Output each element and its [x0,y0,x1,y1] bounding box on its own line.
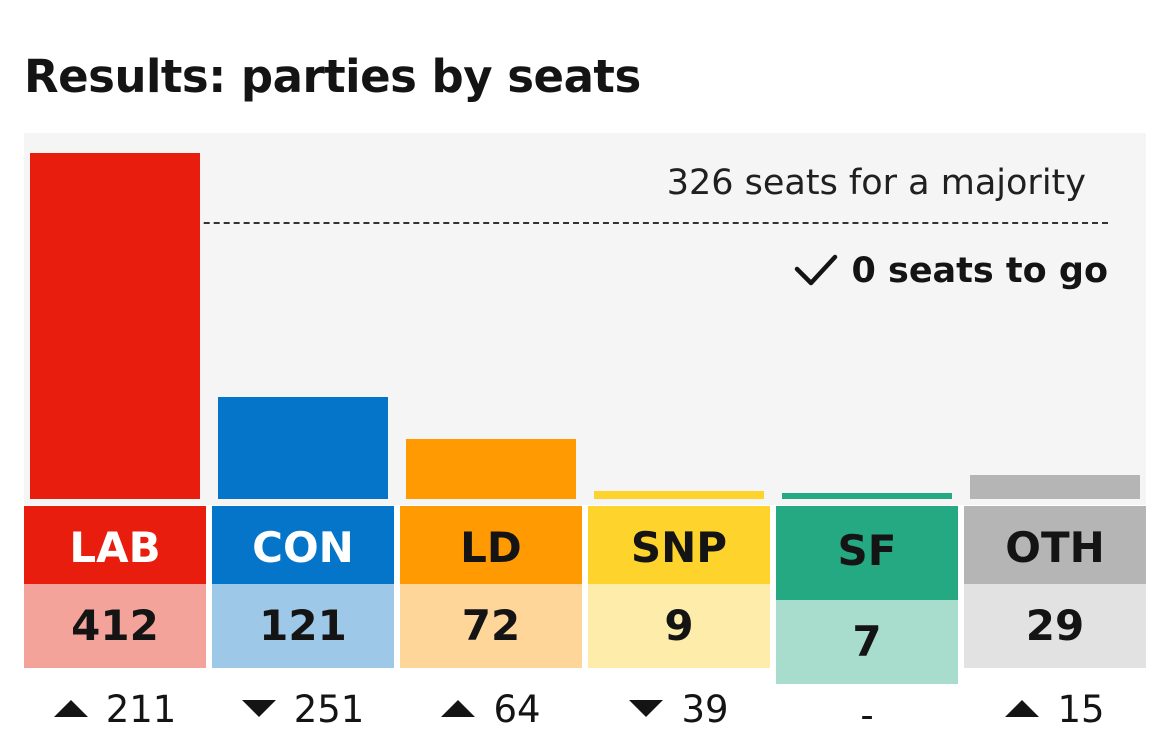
party-label-snp: SNP [588,506,770,584]
bar-snp [594,491,764,499]
bar-lab [30,153,200,499]
check-icon [795,254,838,286]
arrow-up-icon [441,700,476,717]
party-block-oth: OTH 29 [964,506,1146,668]
party-block-ld: LD 72 [400,506,582,668]
seat-change-oth: 15 [964,688,1146,731]
seat-change-value: 39 [681,688,729,731]
bar-oth [970,475,1140,499]
party-label-con: CON [212,506,394,584]
seat-change-con: 251 [212,688,394,731]
seat-change-sf: - [776,688,958,737]
seat-change-value: 15 [1057,688,1105,731]
seat-change-ld: 64 [400,688,582,731]
party-label-lab: LAB [24,506,206,584]
party-seats-con: 121 [212,584,394,668]
seats-to-go: 0 seats to go [791,251,1108,291]
party-label-sf: SF [776,506,958,600]
party-block-snp: SNP 9 [588,506,770,668]
party-block-sf: SF 7 [776,506,958,684]
party-seats-lab: 412 [24,584,206,668]
seat-change-lab: 211 [24,688,206,731]
arrow-up-icon [53,700,88,717]
bar-con [218,397,388,499]
party-seats-ld: 72 [400,584,582,668]
seat-change-value: 251 [293,688,365,731]
bar-sf [782,493,952,499]
party-seats-snp: 9 [588,584,770,668]
seat-change-value: - [860,694,874,737]
party-seats-sf: 7 [776,600,958,684]
seat-change-value: 64 [493,688,541,731]
majority-line [54,222,1108,224]
seat-change-snp: 39 [588,688,770,731]
party-block-con: CON 121 [212,506,394,668]
party-label-oth: OTH [964,506,1146,584]
arrow-down-icon [629,700,664,717]
party-label-ld: LD [400,506,582,584]
party-block-lab: LAB 412 [24,506,206,668]
majority-label: 326 seats for a majority [666,163,1086,203]
party-seats-oth: 29 [964,584,1146,668]
plot-area: 326 seats for a majority 0 seats to go [24,133,1146,505]
seat-change-value: 211 [105,688,177,731]
bar-ld [406,439,576,499]
arrow-down-icon [241,700,276,717]
seats-to-go-text: 0 seats to go [851,251,1108,291]
arrow-up-icon [1005,700,1040,717]
chart-title: Results: parties by seats [24,50,641,103]
